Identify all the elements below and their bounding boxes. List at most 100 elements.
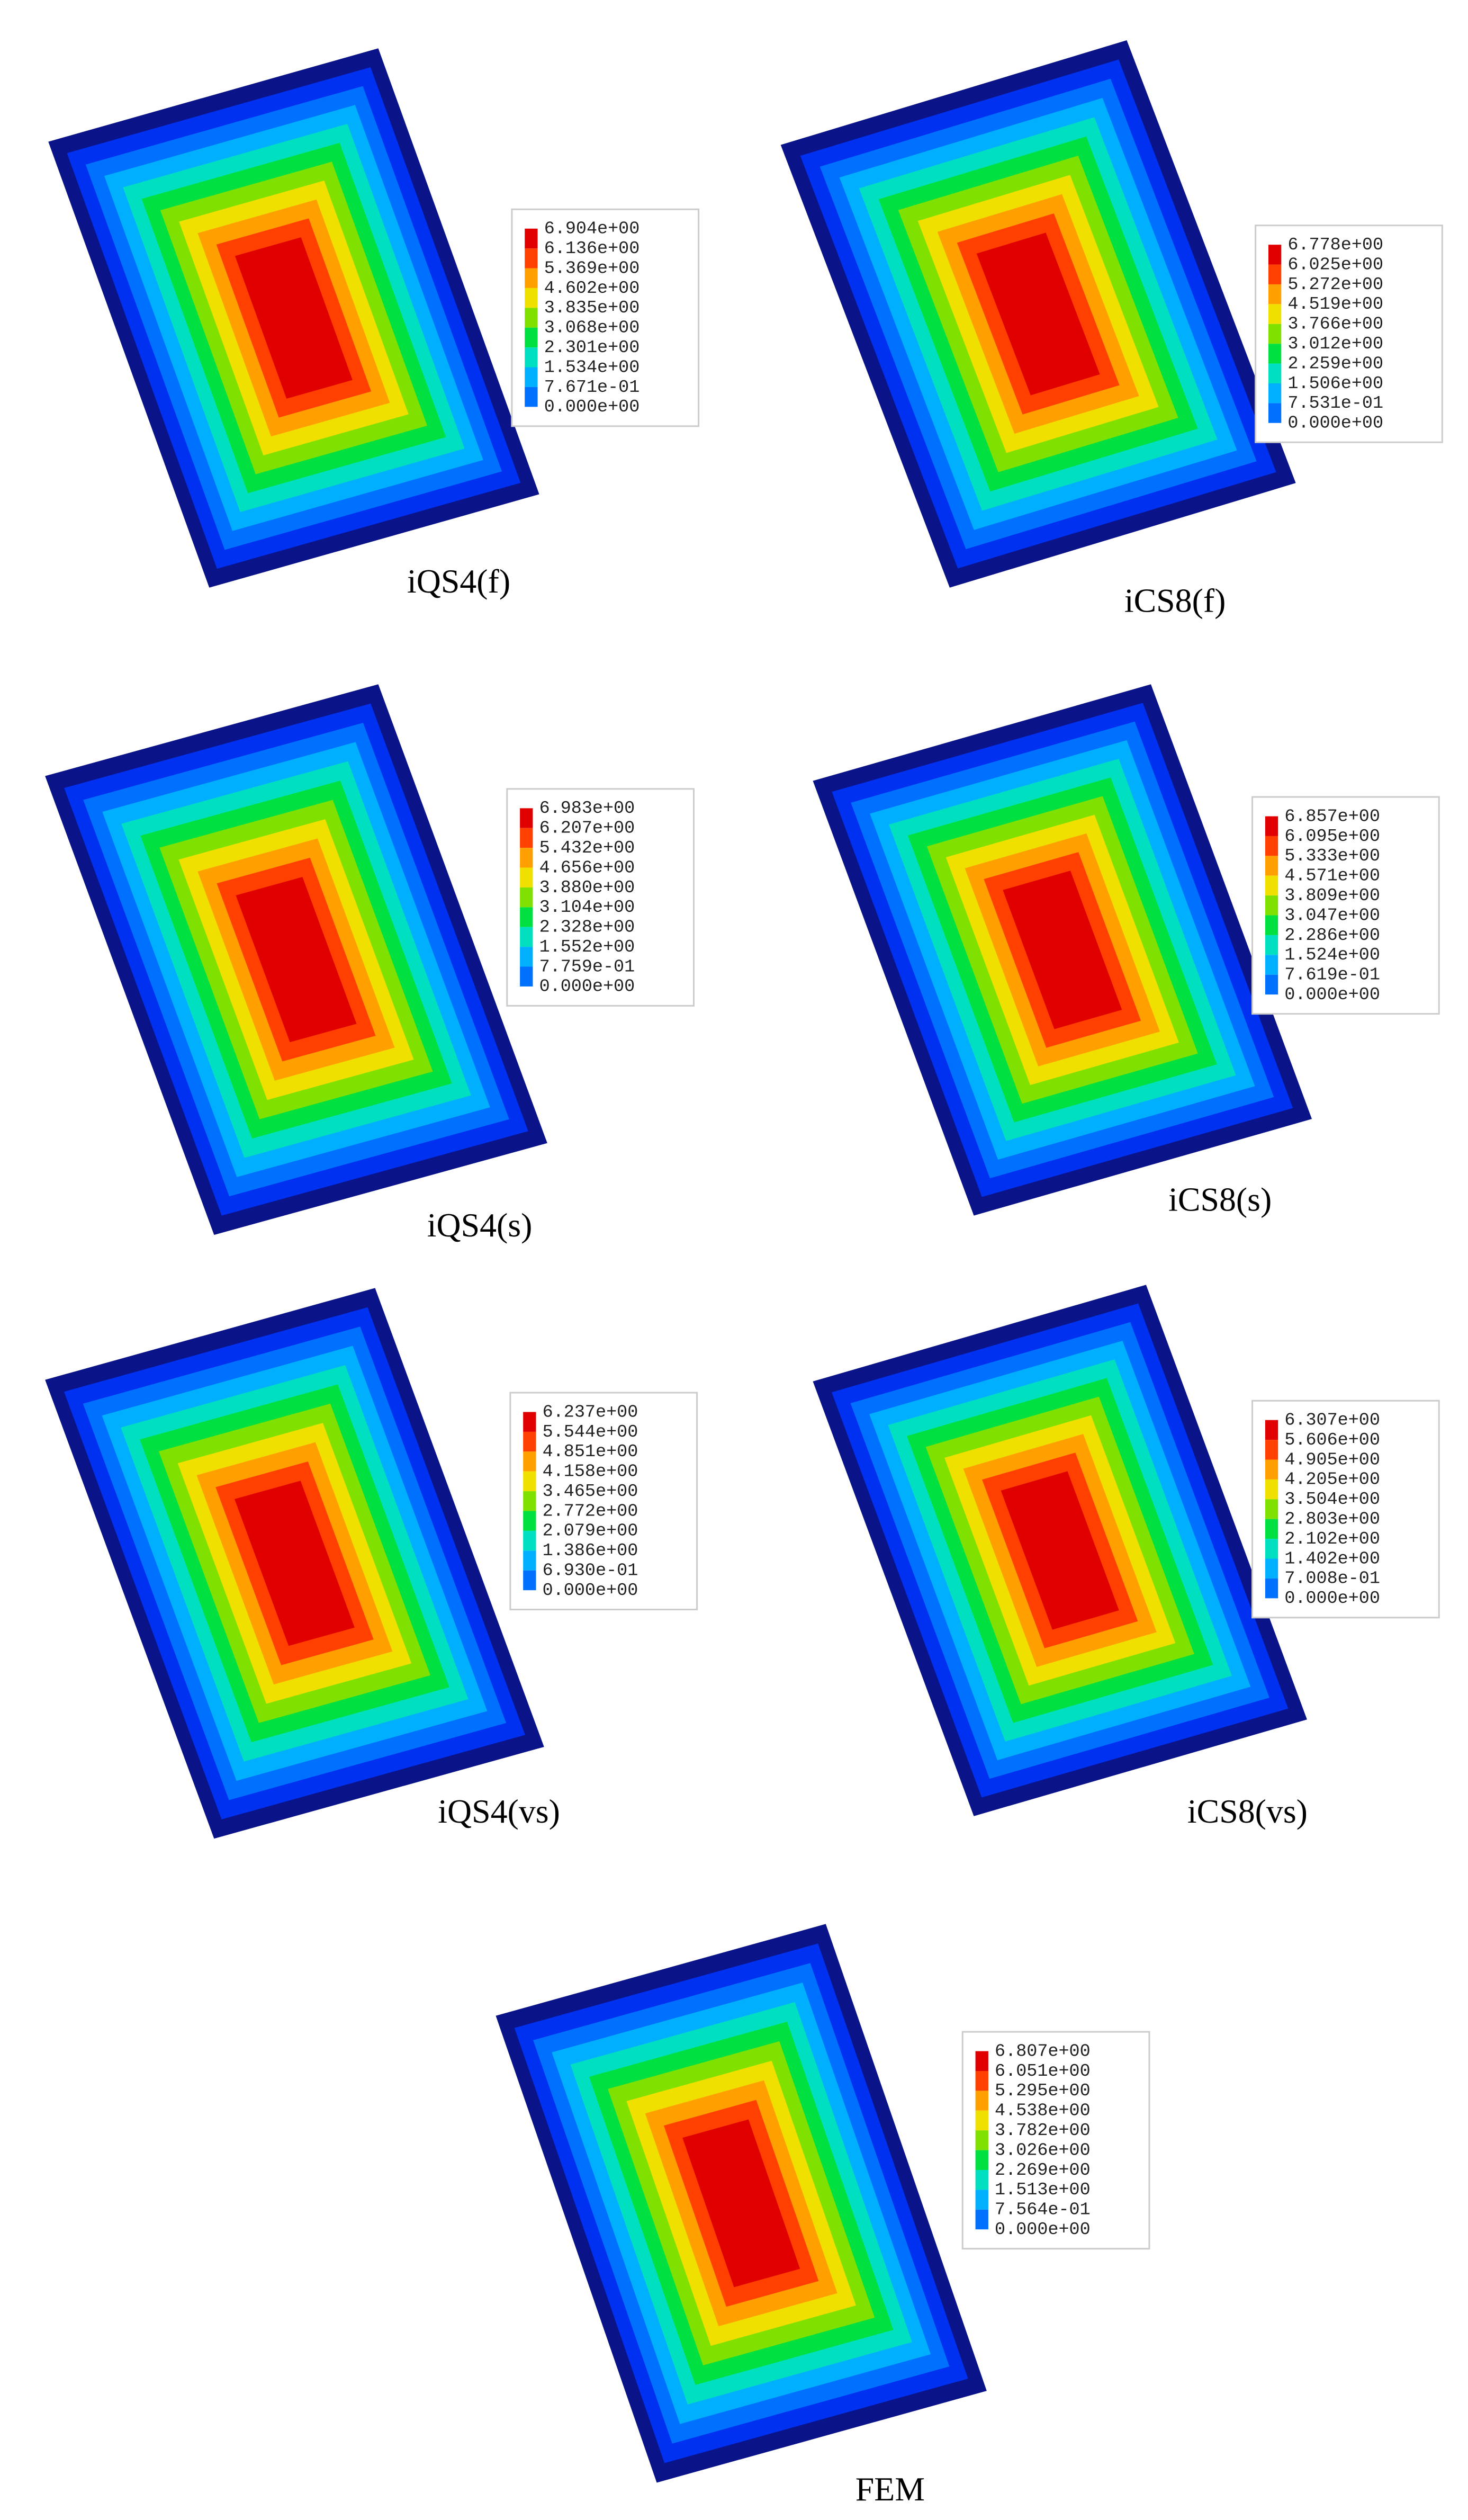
- legend-swatch: [520, 887, 533, 908]
- legend-swatch: [975, 2169, 988, 2190]
- legend-swatch: [1265, 935, 1278, 955]
- legend-label: 6.307e+00: [1284, 1411, 1380, 1431]
- panel: 6.857e+006.095e+005.333e+004.571e+003.80…: [813, 684, 1440, 1218]
- legend-label: 5.369e+00: [544, 258, 640, 279]
- legend-swatch: [1268, 304, 1282, 324]
- legend-label: 2.102e+00: [1284, 1529, 1380, 1549]
- contour-band: [235, 1481, 355, 1646]
- legend-swatch: [1268, 403, 1282, 423]
- legend-swatch: [525, 327, 538, 348]
- legend-label: 6.857e+00: [1284, 806, 1380, 827]
- legend-label: 3.012e+00: [1287, 334, 1383, 354]
- legend-label: 5.432e+00: [539, 838, 635, 858]
- legend-label: 6.983e+00: [539, 799, 635, 819]
- legend-label: 2.269e+00: [995, 2160, 1091, 2181]
- legend-swatch: [525, 288, 538, 308]
- legend-swatch: [1268, 284, 1282, 304]
- legend-swatch: [975, 2130, 988, 2150]
- legend-label: 1.552e+00: [539, 937, 635, 957]
- contour-band: [976, 232, 1100, 396]
- legend-label: 3.880e+00: [539, 878, 635, 898]
- legend-swatch: [520, 848, 533, 868]
- legend-label: 7.008e-01: [1284, 1569, 1380, 1589]
- legend-label: 3.809e+00: [1284, 886, 1380, 906]
- legend-label: 2.259e+00: [1287, 354, 1383, 374]
- legend-swatch: [520, 966, 533, 987]
- legend-label: 7.759e-01: [539, 957, 635, 977]
- legend-label: 6.136e+00: [544, 239, 640, 259]
- legend-label: 3.835e+00: [544, 298, 640, 318]
- panel: 6.904e+006.136e+005.369e+004.602e+003.83…: [48, 48, 700, 600]
- legend-swatch: [1265, 915, 1278, 935]
- legend-label: 6.904e+00: [544, 219, 640, 239]
- legend-swatch: [520, 828, 533, 848]
- contour-band: [235, 237, 353, 399]
- legend-swatch: [1265, 1578, 1278, 1599]
- legend-swatch: [1265, 895, 1278, 916]
- legend-label: 0.000e+00: [544, 397, 640, 417]
- legend-swatch: [525, 268, 538, 288]
- legend-label: 6.095e+00: [1284, 827, 1380, 847]
- legend-label: 3.026e+00: [995, 2140, 1091, 2160]
- legend-label: 1.386e+00: [543, 1541, 638, 1561]
- legend-swatch: [520, 927, 533, 947]
- legend-swatch: [523, 1550, 536, 1571]
- legend-swatch: [975, 2209, 988, 2230]
- legend-label: 6.807e+00: [995, 2041, 1091, 2061]
- legend-label: 2.803e+00: [1284, 1510, 1380, 1530]
- legend-label: 5.272e+00: [1287, 275, 1383, 295]
- legend-label: 4.602e+00: [544, 279, 640, 299]
- legend-swatch: [520, 907, 533, 927]
- legend-label: 6.051e+00: [995, 2061, 1091, 2082]
- legend-swatch: [1265, 1459, 1278, 1479]
- legend-label: 0.000e+00: [1284, 985, 1380, 1005]
- legend-swatch: [525, 228, 538, 249]
- legend-swatch: [523, 1471, 536, 1492]
- panel-label: iQS4(s): [427, 1206, 533, 1244]
- panel: 6.983e+006.207e+005.432e+004.656e+003.88…: [45, 684, 695, 1244]
- legend-label: 4.538e+00: [995, 2101, 1091, 2121]
- legend-label: 6.930e-01: [543, 1561, 638, 1581]
- legend-label: 0.000e+00: [1284, 1589, 1380, 1609]
- legend-label: 0.000e+00: [543, 1581, 638, 1601]
- legend-swatch: [975, 2150, 988, 2170]
- legend-label: 4.905e+00: [1284, 1450, 1380, 1470]
- legend-swatch: [525, 248, 538, 268]
- legend-swatch: [1265, 1499, 1278, 1519]
- legend-swatch: [520, 947, 533, 967]
- legend-box: [1251, 796, 1440, 1015]
- legend-swatch: [523, 1491, 536, 1511]
- legend-label: 7.564e-01: [995, 2200, 1091, 2220]
- legend-label: 4.519e+00: [1287, 294, 1383, 315]
- legend-label: 5.544e+00: [543, 1422, 638, 1442]
- legend-label: 0.000e+00: [539, 977, 635, 997]
- legend-swatch: [520, 867, 533, 887]
- legend-label: 2.772e+00: [543, 1501, 638, 1521]
- legend-label: 7.671e-01: [544, 378, 640, 398]
- legend-box: [506, 788, 695, 1007]
- legend-label: 4.851e+00: [543, 1442, 638, 1462]
- legend-label: 7.619e-01: [1284, 965, 1380, 985]
- legend-label: 2.286e+00: [1284, 926, 1380, 946]
- legend-swatch: [523, 1412, 536, 1432]
- panel: 6.778e+006.025e+005.272e+004.519e+003.76…: [780, 40, 1443, 619]
- legend-label: 5.606e+00: [1284, 1430, 1380, 1450]
- legend-swatch: [523, 1431, 536, 1452]
- legend-label: 6.778e+00: [1287, 235, 1383, 255]
- legend-label: 0.000e+00: [1287, 414, 1383, 434]
- contour-band: [1003, 871, 1122, 1029]
- legend-label: 2.301e+00: [544, 338, 640, 358]
- legend-swatch: [525, 387, 538, 407]
- panel: 6.807e+006.051e+005.295e+004.538e+003.78…: [496, 1924, 1150, 2508]
- legend-label: 7.531e-01: [1287, 393, 1383, 414]
- legend-box: [1255, 225, 1443, 443]
- legend-label: 4.205e+00: [1284, 1470, 1380, 1490]
- legend-label: 4.656e+00: [539, 858, 635, 878]
- legend-label: 1.534e+00: [544, 357, 640, 378]
- legend-label: 2.079e+00: [543, 1521, 638, 1541]
- legend-swatch: [525, 308, 538, 328]
- legend-swatch: [1265, 955, 1278, 975]
- legend-swatch: [523, 1511, 536, 1531]
- legend-swatch: [523, 1530, 536, 1551]
- legend-swatch: [1268, 383, 1282, 403]
